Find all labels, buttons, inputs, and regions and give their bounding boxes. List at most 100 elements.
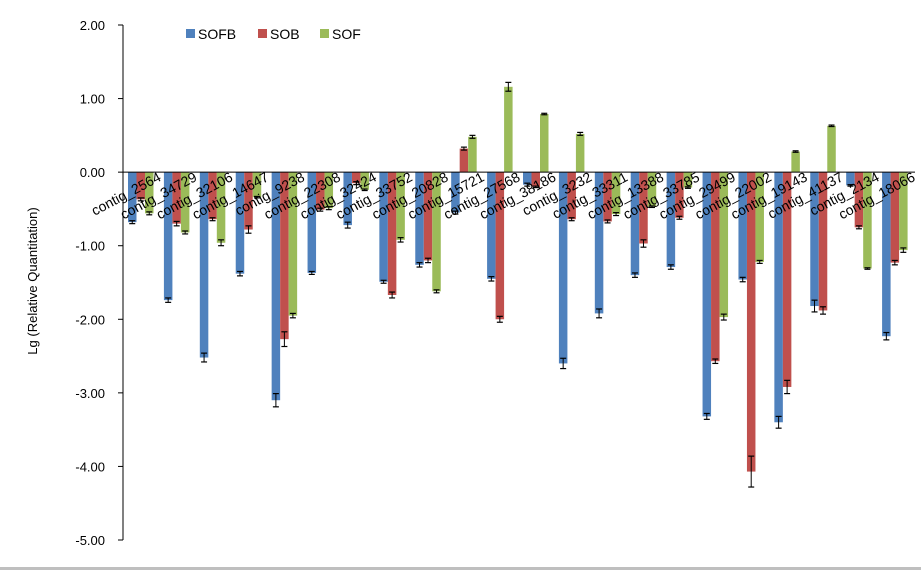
error-bar — [640, 239, 647, 248]
error-bar — [792, 150, 799, 153]
error-bar — [146, 211, 153, 216]
bar-sofb-contig-32106 — [199, 172, 209, 358]
bar-sob-contig-18066 — [890, 172, 900, 263]
error-bars — [129, 81, 907, 488]
bar-sof-contig-20828 — [432, 172, 441, 292]
bar-sof-contig-3232 — [575, 133, 585, 173]
error-bar — [182, 230, 189, 235]
bar-sob-contig-34729 — [172, 172, 181, 224]
bar-sob-contig-27568 — [495, 172, 505, 320]
bar-sofb-contig-15721 — [451, 172, 460, 213]
bar-sofb-contig-22308 — [307, 172, 317, 273]
bar-sof-contig-29499 — [719, 172, 729, 318]
error-bar — [173, 220, 180, 227]
error-bar — [129, 220, 136, 225]
bar-sof-contig-22308 — [324, 172, 334, 209]
bar-sofb-contig-2134 — [846, 172, 855, 186]
error-bar — [596, 308, 603, 319]
bar-sof-contig-27568 — [504, 86, 513, 173]
error-bar — [604, 219, 611, 224]
bar-sob-contig-9238 — [280, 172, 289, 340]
bar-sof-contig-33785 — [683, 172, 693, 188]
bar-sof-contig-22002 — [755, 172, 764, 262]
error-bar — [308, 270, 315, 276]
bar-sob-contig-41137 — [818, 172, 828, 311]
error-bar — [775, 415, 782, 429]
error-bar — [344, 221, 351, 229]
bar-series — [128, 86, 908, 472]
bar-sof-contig-41137 — [827, 125, 836, 173]
error-bar — [272, 392, 279, 408]
bar-sob-contig-2134 — [854, 172, 864, 228]
error-bar — [703, 412, 710, 420]
bar-sob-contig-2564 — [136, 172, 145, 200]
bar-sofb-contig-22002 — [738, 172, 747, 280]
error-bar — [361, 188, 368, 192]
error-bar — [568, 217, 575, 222]
error-bar — [253, 195, 260, 199]
bar-sob-contig-38186 — [531, 172, 540, 187]
error-bar — [784, 379, 791, 395]
bar-sofb-contig-33752 — [379, 172, 388, 282]
error-bar — [469, 134, 476, 139]
bar-sofb-contig-27568 — [487, 172, 496, 279]
error-bar — [676, 215, 683, 220]
y-tick-label: -3.00 — [75, 386, 105, 401]
bar-sofb-contig-32424 — [343, 172, 352, 226]
y-tick-label: -1.00 — [75, 239, 105, 254]
error-bar — [488, 276, 495, 282]
bar-sofb-contig-9238 — [271, 172, 281, 401]
bar-sob-contig-33752 — [387, 172, 397, 295]
bar-sofb-contig-3232 — [558, 172, 568, 364]
y-tick-label: 1.00 — [80, 92, 105, 107]
bar-sof-contig-15721 — [468, 136, 477, 173]
bar-sob-contig-19143 — [782, 172, 792, 387]
error-bar — [560, 357, 567, 370]
error-bar — [900, 247, 907, 253]
y-tick-label: -4.00 — [75, 459, 105, 474]
bar-sof-contig-33752 — [396, 172, 405, 240]
bar-sof-contig-13388 — [647, 172, 657, 207]
error-bar — [883, 331, 890, 341]
bar-sof-contig-14647 — [252, 172, 262, 198]
bar-sofb-contig-34729 — [163, 172, 173, 301]
error-bar — [524, 182, 531, 187]
error-bar — [201, 352, 208, 363]
error-bar — [748, 455, 755, 488]
legend: SOFB SOB SOF — [186, 26, 361, 42]
error-bar — [380, 279, 387, 284]
bar-sofb-contig-18066 — [882, 172, 891, 337]
error-bar — [460, 146, 467, 151]
bottom-border — [0, 567, 921, 570]
error-bar — [425, 257, 432, 264]
bar-sob-contig-22002 — [746, 172, 756, 472]
bar-sofb-contig-29499 — [702, 172, 712, 417]
error-bar — [452, 210, 459, 215]
error-bar — [532, 185, 539, 189]
error-bar — [496, 315, 503, 323]
error-bar — [613, 212, 620, 217]
bar-sob-contig-13388 — [639, 172, 648, 244]
y-axis: 2.00 1.00 0.00 -1.00 -2.00 -3.00 -4.00 -5.00 — [75, 18, 124, 548]
bar-sofb-contig-14647 — [235, 172, 245, 274]
bar-sof-contig-2564 — [145, 172, 154, 214]
bar-sofb-contig-33785 — [666, 172, 676, 268]
y-tick-label: -2.00 — [75, 312, 105, 327]
error-bar — [397, 237, 404, 243]
error-bar — [281, 331, 288, 348]
bar-sof-contig-34729 — [180, 172, 190, 233]
bar-sofb-contig-41137 — [810, 172, 819, 307]
error-bar — [667, 264, 674, 270]
error-bar — [820, 306, 827, 315]
bar-sof-contig-38186 — [540, 114, 549, 173]
y-tick-label: 2.00 — [80, 18, 105, 33]
legend-swatch — [258, 29, 267, 38]
legend-item-sof: SOF — [320, 26, 361, 42]
y-axis-title: Lg (Relative Quantitation) — [25, 207, 40, 354]
bar-sofb-contig-33311 — [594, 172, 604, 314]
error-bar — [165, 297, 172, 303]
bar-sofb-contig-13388 — [630, 172, 640, 276]
bar-sof-contig-19143 — [791, 151, 800, 173]
